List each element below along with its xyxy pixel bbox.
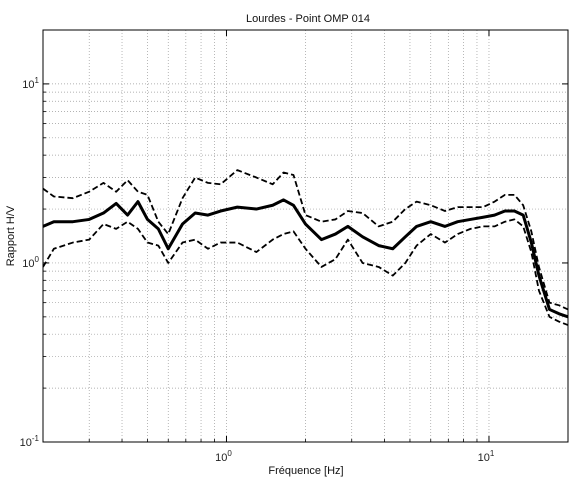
lower-std-curve [43, 218, 568, 326]
plot-area: 100 101 10-1 100 101 [20, 29, 569, 464]
x-tick-label: 100 [215, 449, 232, 464]
y-tick-label: 100 [22, 255, 39, 270]
tick-labels: 100 101 10-1 100 101 [20, 76, 495, 464]
y-axis-label: Rapport H/V [5, 205, 17, 266]
tick-marks [43, 30, 568, 443]
upper-std-curve [43, 169, 568, 311]
y-tick-label: 10-1 [20, 434, 40, 449]
mean-hv-curve [43, 198, 568, 319]
chart-title: Lourdes - Point OMP 014 [246, 13, 370, 25]
x-axis-label: Fréquence [Hz] [268, 465, 343, 477]
y-tick-label: 101 [22, 76, 39, 91]
data-series [43, 169, 568, 326]
x-tick-label: 101 [478, 449, 495, 464]
